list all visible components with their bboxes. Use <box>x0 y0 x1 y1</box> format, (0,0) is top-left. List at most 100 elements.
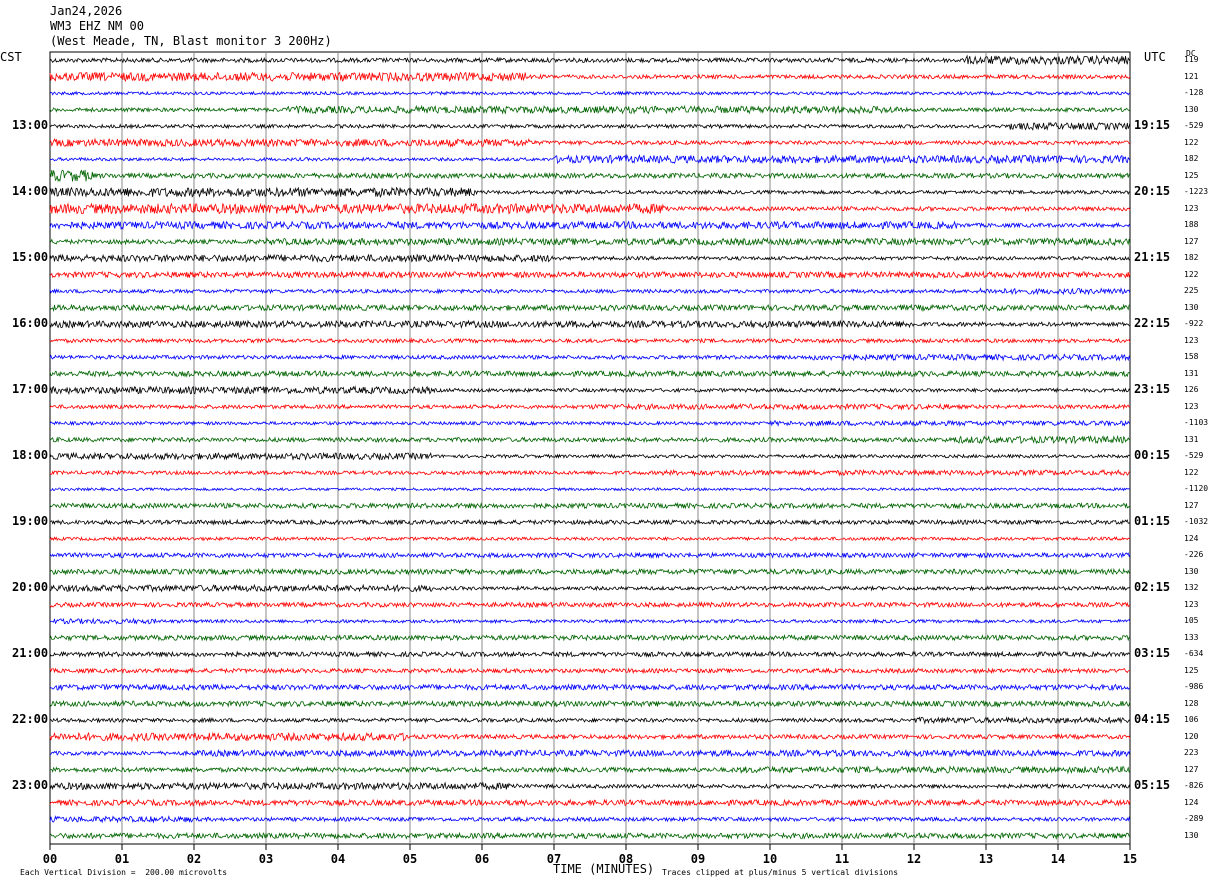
left-hour-label: 19:00 <box>12 514 49 529</box>
dc-offset-label: 119 <box>1184 55 1199 65</box>
dc-offset-label: -529 <box>1184 451 1204 461</box>
trace-5-black <box>49 121 1131 131</box>
scale-note: Each Vertical Division = 200.00 microvol… <box>20 868 228 877</box>
left-hour-label: 18:00 <box>12 448 49 463</box>
trace-11-blue <box>49 220 1131 231</box>
trace-1-black <box>49 54 1131 66</box>
right-hour-label: 23:15 <box>1134 382 1171 397</box>
dc-offset-label: 131 <box>1184 434 1199 444</box>
dc-offset-label: 182 <box>1184 253 1199 263</box>
dc-offset-label: -922 <box>1184 319 1204 329</box>
clip-note: Traces clipped at plus/minus 5 vertical … <box>662 868 899 877</box>
dc-offset-label: 105 <box>1184 616 1199 626</box>
trace-39-blue <box>49 683 1131 692</box>
dc-offset-label: 122 <box>1184 137 1199 147</box>
dc-offset-label: 131 <box>1184 368 1199 378</box>
dc-offset-label: 124 <box>1184 797 1199 807</box>
trace-34-red <box>49 600 1131 609</box>
x-axis-label: TIME (MINUTES) <box>553 862 655 876</box>
dc-offset-label: -226 <box>1184 550 1204 560</box>
right-hour-label: 21:15 <box>1134 250 1171 265</box>
x-tick-label-04: 04 <box>331 852 345 866</box>
right-hour-label: 03:15 <box>1134 646 1171 661</box>
trace-lines <box>49 54 1131 840</box>
trace-14-red <box>49 270 1131 280</box>
trace-19-blue <box>49 353 1131 362</box>
left-hour-label: 16:00 <box>12 316 49 331</box>
dc-offset-label: 122 <box>1184 467 1199 477</box>
x-tick-label-15: 15 <box>1123 852 1137 866</box>
trace-45-black <box>49 781 1131 791</box>
right-hour-label: 00:15 <box>1134 448 1171 463</box>
trace-3-blue <box>49 90 1131 96</box>
trace-7-blue <box>49 153 1131 165</box>
trace-6-red <box>49 137 1131 148</box>
dc-offset-label: 223 <box>1184 748 1199 758</box>
x-tick-label-05: 05 <box>403 852 417 866</box>
dc-offset-label: 132 <box>1184 583 1199 593</box>
trace-42-red <box>49 731 1131 743</box>
trace-47-blue <box>49 815 1131 824</box>
trace-48-green <box>49 831 1131 840</box>
trace-20-green <box>49 369 1131 378</box>
x-tick-label-07: 07 <box>547 852 561 866</box>
dc-offset-label: 125 <box>1184 170 1199 180</box>
trace-28-green <box>49 501 1131 510</box>
right-hour-label: 20:15 <box>1134 184 1171 199</box>
dc-offset-label: 130 <box>1184 104 1199 114</box>
left-hour-label: 20:00 <box>12 580 49 595</box>
dc-offset-label: 126 <box>1184 385 1199 395</box>
dc-offset-label: 127 <box>1184 764 1199 774</box>
trace-18-red <box>49 337 1131 344</box>
dc-offset-label: 127 <box>1184 236 1199 246</box>
trace-29-black <box>49 518 1131 526</box>
header-station: WM3 EHZ NM 00 <box>50 19 144 33</box>
trace-30-red <box>49 536 1131 542</box>
dc-offset-label: -1120 <box>1184 484 1209 494</box>
trace-21-black <box>49 385 1131 396</box>
right-hour-label: 05:15 <box>1134 778 1171 793</box>
trace-23-blue <box>49 419 1131 427</box>
plot-frame <box>49 51 1131 845</box>
dc-offset-label: 182 <box>1184 154 1199 164</box>
dc-offset-label: 133 <box>1184 632 1199 642</box>
dc-offset-label: 127 <box>1184 500 1199 510</box>
right-hour-label: 19:15 <box>1134 118 1171 133</box>
dc-offset-label: -1223 <box>1184 187 1209 197</box>
left-hour-label: 22:00 <box>12 712 49 727</box>
trace-44-green <box>49 765 1131 775</box>
right-hour-label: 04:15 <box>1134 712 1171 727</box>
dc-offset-label: 123 <box>1184 401 1199 411</box>
trace-4-green <box>49 104 1131 115</box>
dc-offset-label: -826 <box>1184 781 1204 791</box>
trace-27-blue <box>49 486 1131 492</box>
x-tick-label-03: 03 <box>259 852 273 866</box>
left-timezone: CST <box>0 50 22 64</box>
dc-offset-label: -1032 <box>1184 517 1209 527</box>
trace-15-blue <box>49 287 1131 296</box>
dc-offset-label: 106 <box>1184 715 1199 725</box>
x-tick-label-06: 06 <box>475 852 489 866</box>
trace-32-green <box>49 567 1131 576</box>
trace-8-green <box>49 169 1131 183</box>
trace-13-black <box>49 253 1131 264</box>
dc-offset-label: -634 <box>1184 649 1204 659</box>
dc-offset-label: 128 <box>1184 698 1199 708</box>
dc-offset-label: 188 <box>1184 220 1199 230</box>
header-location: (West Meade, TN, Blast monitor 3 200Hz) <box>50 34 332 48</box>
x-tick-label-09: 09 <box>691 852 705 866</box>
dc-offset-label: 130 <box>1184 830 1199 840</box>
trace-40-green <box>49 699 1131 708</box>
x-tick-label-08: 08 <box>619 852 633 866</box>
dc-offset-label: 130 <box>1184 566 1199 576</box>
left-hour-label: 15:00 <box>12 250 49 265</box>
trace-38-red <box>49 667 1131 675</box>
dc-offset-label: 123 <box>1184 335 1199 345</box>
trace-12-green <box>49 236 1131 247</box>
trace-16-green <box>49 303 1131 313</box>
left-hour-label: 14:00 <box>12 184 49 199</box>
dc-offset-label: 123 <box>1184 599 1199 609</box>
x-tick-label-02: 02 <box>187 852 201 866</box>
dc-offset-label: -986 <box>1184 682 1204 692</box>
